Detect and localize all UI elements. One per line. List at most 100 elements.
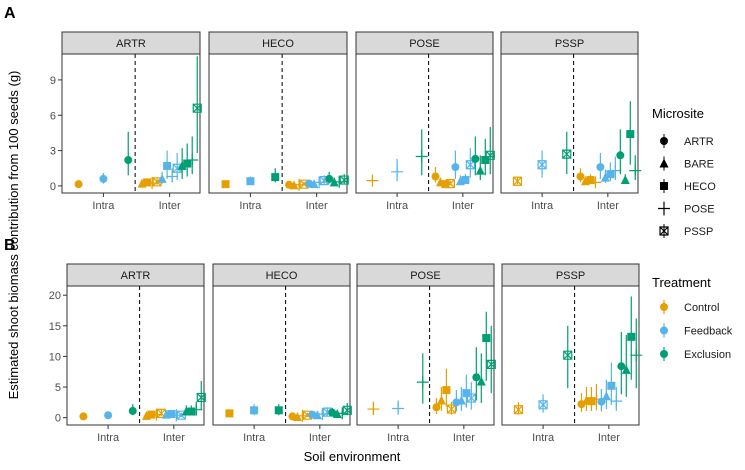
data-point bbox=[225, 409, 234, 418]
point-marker bbox=[562, 149, 572, 159]
x-axis-title: Soil environment bbox=[304, 449, 401, 464]
legend-treatment-title: Treatment bbox=[652, 275, 711, 290]
panel-a: 0 3 6 9 ARTR Intra Inter HECO Intra Inter POSE Intr… bbox=[50, 31, 642, 212]
x-tick-label: Inter bbox=[453, 432, 475, 444]
point-marker bbox=[576, 172, 585, 181]
point-marker bbox=[606, 170, 615, 179]
point-marker bbox=[445, 178, 456, 189]
x-tick-label: Intra bbox=[243, 432, 266, 444]
point-marker bbox=[587, 397, 596, 406]
point-marker bbox=[513, 405, 524, 415]
facet-artr: ARTR Intra Inter bbox=[66, 263, 206, 444]
data-point bbox=[367, 401, 380, 416]
data-point bbox=[274, 404, 283, 416]
data-point bbox=[342, 402, 352, 416]
point-marker bbox=[451, 163, 460, 172]
point-marker bbox=[177, 160, 187, 170]
point-marker bbox=[482, 334, 491, 343]
data-point bbox=[167, 409, 176, 418]
data-point bbox=[190, 401, 203, 416]
x-tick-label: Intra bbox=[387, 432, 410, 444]
point-marker bbox=[537, 160, 547, 170]
point-marker bbox=[617, 362, 626, 371]
point-marker bbox=[415, 150, 428, 163]
data-point bbox=[157, 171, 167, 184]
point-marker bbox=[225, 409, 234, 418]
data-point bbox=[576, 168, 585, 183]
x-tick-label: Intra bbox=[386, 200, 409, 212]
panel-label-b: B bbox=[4, 237, 16, 254]
data-point bbox=[481, 138, 490, 176]
data-point bbox=[416, 353, 429, 404]
data-point bbox=[629, 155, 642, 181]
point-marker bbox=[456, 395, 466, 405]
point-marker bbox=[589, 176, 602, 189]
point-marker bbox=[446, 404, 457, 414]
point-marker bbox=[416, 376, 429, 389]
point-marker bbox=[172, 163, 182, 173]
data-point bbox=[177, 148, 187, 179]
data-point bbox=[246, 176, 255, 186]
point-marker bbox=[250, 406, 259, 415]
point-marker bbox=[466, 393, 476, 403]
x-tick-label: Inter bbox=[309, 432, 331, 444]
data-point bbox=[99, 172, 108, 184]
facet-title: POSE bbox=[410, 270, 441, 282]
point-marker bbox=[312, 410, 322, 420]
data-point bbox=[172, 152, 182, 181]
data-point bbox=[442, 368, 451, 407]
legend-control-key bbox=[660, 303, 668, 311]
x-tick-label: Intra bbox=[92, 200, 115, 212]
data-point bbox=[432, 398, 441, 414]
point-marker bbox=[124, 156, 133, 165]
facet-pssp: PSSP Intra Inter bbox=[501, 263, 643, 444]
point-marker bbox=[476, 376, 486, 386]
data-point bbox=[562, 131, 572, 175]
point-marker bbox=[157, 173, 167, 183]
point-marker bbox=[167, 409, 176, 418]
data-point bbox=[431, 167, 440, 183]
data-point bbox=[462, 374, 471, 408]
point-marker bbox=[325, 174, 334, 183]
facet-artr: ARTR Intra Inter bbox=[61, 31, 202, 212]
facet-title: POSE bbox=[409, 38, 440, 50]
data-point bbox=[476, 353, 486, 403]
point-marker bbox=[391, 165, 404, 178]
point-marker bbox=[79, 412, 88, 421]
point-marker bbox=[436, 395, 446, 405]
data-point bbox=[170, 409, 183, 422]
data-point bbox=[74, 180, 83, 189]
data-point bbox=[537, 150, 547, 178]
point-marker bbox=[441, 180, 450, 189]
point-marker bbox=[183, 159, 192, 168]
point-marker bbox=[462, 389, 471, 398]
data-point bbox=[451, 150, 460, 179]
data-point bbox=[475, 155, 485, 181]
data-point bbox=[366, 174, 379, 187]
point-marker bbox=[610, 395, 623, 408]
facet-title: HECO bbox=[266, 270, 298, 282]
data-point bbox=[512, 176, 523, 186]
data-point bbox=[415, 129, 428, 176]
point-marker bbox=[163, 161, 172, 170]
panels: 0 3 6 9 ARTR Intra Inter HECO Intra Inter POSE Intr… bbox=[49, 31, 643, 444]
legend-exclusion-key bbox=[660, 350, 668, 358]
point-marker bbox=[486, 359, 496, 369]
data-point bbox=[456, 387, 466, 411]
point-marker bbox=[274, 406, 283, 415]
point-marker bbox=[74, 180, 83, 189]
facet-plot-area bbox=[356, 285, 495, 426]
data-point bbox=[441, 180, 450, 189]
data-point bbox=[485, 127, 495, 175]
point-marker bbox=[392, 402, 405, 415]
point-marker bbox=[471, 154, 480, 163]
point-marker bbox=[99, 174, 108, 183]
x-tick-label: Inter bbox=[452, 200, 474, 212]
y-tick-label: 15 bbox=[49, 321, 61, 333]
facet-plot-area bbox=[500, 53, 639, 194]
data-point bbox=[166, 168, 179, 183]
point-marker bbox=[538, 400, 548, 410]
data-point bbox=[124, 131, 133, 176]
point-marker bbox=[485, 150, 495, 160]
